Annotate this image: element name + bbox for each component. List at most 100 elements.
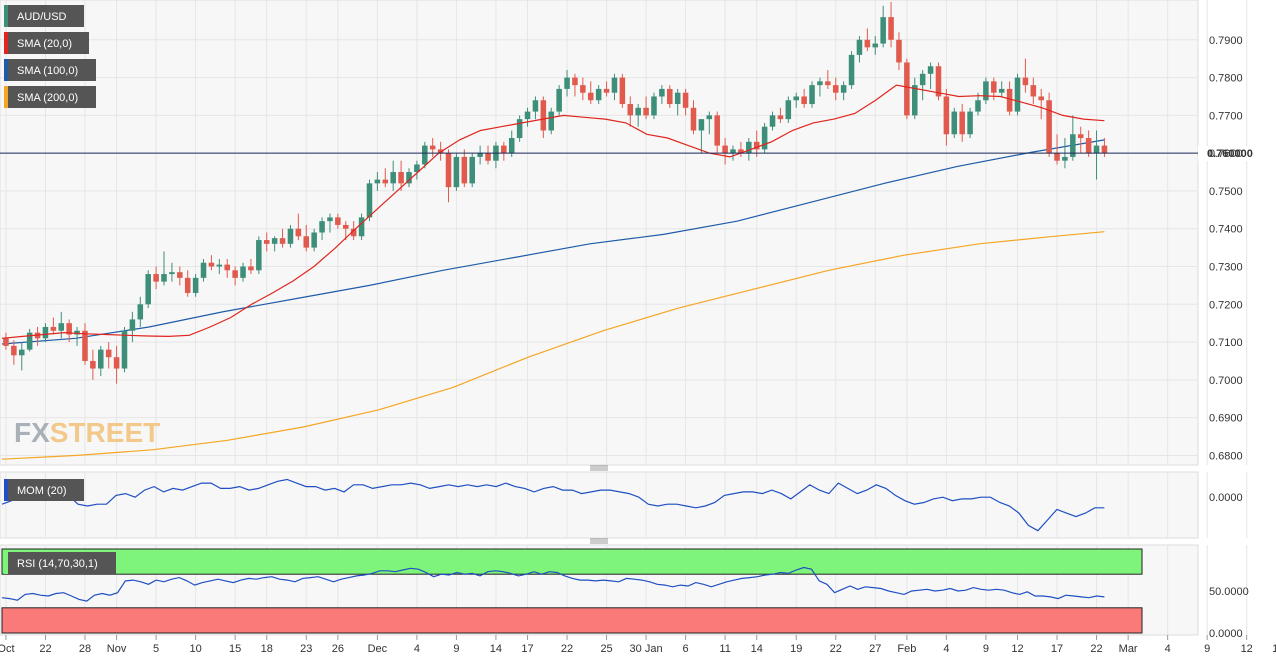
candle-body (682, 92, 689, 108)
candle-body (240, 266, 246, 278)
candle-body (919, 73, 926, 86)
legend-tag-sma20[interactable]: SMA (20,0) (4, 32, 89, 54)
candle (761, 122, 768, 154)
candle (927, 62, 934, 89)
legend-tag-pair[interactable]: AUD/USD (4, 5, 84, 27)
candle-body (809, 85, 815, 105)
candle (271, 236, 278, 252)
candle (1093, 130, 1100, 180)
x-tick-label: 9 (453, 643, 459, 655)
candle (817, 77, 823, 97)
candles (3, 2, 1108, 384)
candle-body (192, 277, 199, 293)
candle-body (287, 228, 294, 244)
candle (161, 251, 167, 286)
x-tick-label: 18 (261, 643, 273, 655)
candle-body (667, 88, 673, 105)
candle-body (469, 156, 475, 184)
candle (722, 138, 728, 165)
candle (390, 160, 396, 191)
candle-body (1093, 145, 1100, 154)
candle (572, 73, 578, 97)
mom-resize-handle[interactable] (590, 465, 608, 471)
candle-body (896, 39, 902, 63)
candle (18, 342, 25, 371)
legend-tag-rsi[interactable]: RSI (14,70,30,1) (4, 552, 116, 574)
candle (1046, 92, 1052, 157)
candle-body (785, 100, 792, 120)
x-tick-label: 12 (1241, 643, 1253, 655)
candle (1101, 138, 1108, 157)
candle-body (769, 115, 776, 127)
candle-body (825, 81, 831, 86)
sma-200-line (1, 231, 1105, 460)
candle (690, 100, 697, 135)
candle (90, 349, 96, 380)
x-tick-label: 25 (600, 643, 612, 655)
candle-body (659, 88, 665, 97)
candle-body (548, 111, 555, 131)
candle-body (738, 149, 744, 154)
candle-body (382, 179, 389, 184)
candle (461, 149, 468, 188)
candle (3, 332, 9, 350)
x-tick-label: 17 (1051, 643, 1063, 655)
candle-body (714, 115, 720, 146)
candle-body (3, 338, 9, 346)
y-tick-label: 0.7400 (1209, 224, 1243, 236)
candle-body (1070, 134, 1076, 157)
candle-body (975, 100, 981, 112)
candle (959, 104, 965, 142)
x-tick-label: 17 (1272, 643, 1276, 655)
candle (516, 115, 523, 142)
candle (398, 160, 404, 191)
candle-body (137, 304, 144, 320)
candle (42, 323, 49, 343)
candle (595, 85, 602, 105)
legend-tag-mom[interactable]: MOM (20) (4, 479, 84, 501)
rsi-line (1, 566, 1105, 602)
candle-body (619, 77, 626, 105)
candle (698, 119, 705, 154)
candle-body (319, 221, 325, 233)
candle-body (295, 228, 302, 237)
candle (327, 213, 333, 233)
candle (366, 179, 373, 222)
candle-body (880, 17, 886, 44)
candle-body (327, 217, 333, 222)
candle-body (1014, 77, 1021, 112)
fxstreet-watermark: FXSTREET (14, 417, 160, 448)
candle-body (374, 179, 381, 184)
mom-line (1, 478, 1105, 532)
candle-body (429, 145, 436, 150)
candle-body (1038, 96, 1044, 101)
candle-body (603, 88, 610, 93)
x-tick-label: 9 (1204, 643, 1210, 655)
sma-100-path (1, 139, 1105, 345)
candle-body (690, 107, 697, 131)
candle (422, 141, 428, 169)
candle (975, 92, 981, 116)
candle-body (524, 111, 531, 120)
candle-body (706, 115, 713, 120)
candle (240, 262, 246, 282)
candle-body (611, 77, 618, 93)
candle (66, 319, 72, 343)
candle-body (1085, 138, 1092, 154)
rsi-resize-handle[interactable] (590, 538, 608, 544)
legend-tag-sma100[interactable]: SMA (100,0) (4, 59, 96, 81)
candle (532, 96, 539, 120)
candle (319, 217, 325, 241)
candle-body (224, 264, 230, 271)
candle-body (904, 62, 910, 116)
candle-body (635, 107, 641, 116)
candle (508, 130, 515, 157)
x-tick-label: 30 Jan (630, 643, 663, 655)
candle-body (232, 270, 238, 278)
candle (485, 145, 491, 165)
legend-tag-sma200[interactable]: SMA (200,0) (4, 86, 96, 108)
candle-body (279, 238, 286, 244)
candle-body (145, 274, 151, 305)
x-tick-label: 11 (719, 643, 730, 655)
candle (1014, 73, 1021, 116)
